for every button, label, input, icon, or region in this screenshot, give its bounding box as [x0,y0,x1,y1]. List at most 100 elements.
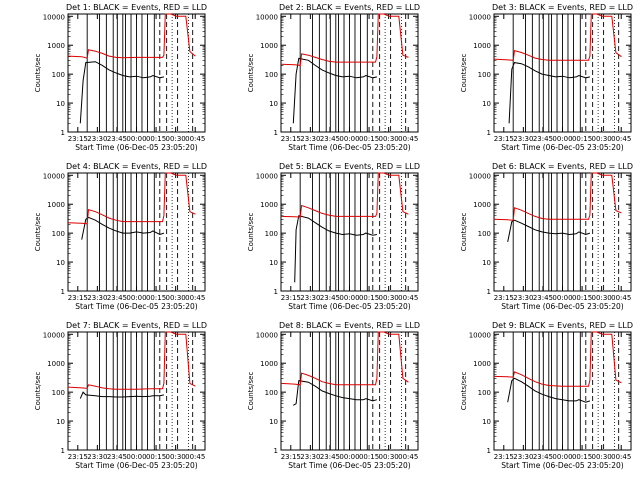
panel-title: Det 7: BLACK = Events, RED = LLD [66,321,207,330]
x-tick-label: 00:00 [552,453,572,461]
x-tick-label: 00:15 [572,453,592,461]
x-tick-label: 00:15 [572,135,592,143]
y-tick-label: 10 [56,259,65,267]
x-tick-label: 23:15 [68,453,88,461]
x-tick-label: 00:15 [572,294,592,302]
x-tick-label: 23:45 [533,294,553,302]
x-tick-label: 23:15 [68,294,88,302]
x-tick-label: 00:00 [552,294,572,302]
x-tick-label: 23:15 [281,135,301,143]
series-line-lld [280,331,409,386]
y-tick-label: 100 [52,230,65,238]
x-tick-label: 00:15 [359,294,379,302]
x-tick-label: 00:00 [339,135,359,143]
y-tick-label: 1000 [473,360,491,368]
series-line-lld [280,13,409,66]
x-tick-label: 00:45 [185,135,205,143]
panel-title: Det 6: BLACK = Events, RED = LLD [492,162,633,171]
series-line-events [79,61,165,124]
x-tick-label: 00:45 [611,294,631,302]
panel-title: Det 1: BLACK = Events, RED = LLD [66,3,207,12]
series-line-lld [493,172,622,221]
x-tick-label: 23:30 [87,135,107,143]
x-tick-label: 00:00 [126,135,146,143]
y-tick-label: 1000 [47,42,65,50]
x-tick-label: 00:45 [611,135,631,143]
series-line-lld [67,331,196,390]
detector-panel-6: Det 6: BLACK = Events, RED = LLD 1 10 100 10… [460,162,633,311]
x-tick-label: 23:45 [107,453,127,461]
x-tick-label: 00:45 [398,453,418,461]
y-tick-label: 10 [482,100,491,108]
x-tick-label: 23:15 [281,294,301,302]
detector-panel-9: Det 9: BLACK = Events, RED = LLD 1 10 100 10… [460,321,633,470]
x-tick-label: 00:15 [359,453,379,461]
series-line-lld [493,13,622,61]
x-axis-label: Start Time (06-Dec-05 23:05:20) [501,302,623,311]
y-tick-label: 10 [56,418,65,426]
x-tick-label: 00:00 [126,453,146,461]
series-line-events [294,215,377,283]
panel-title: Det 8: BLACK = Events, RED = LLD [279,321,420,330]
y-tick-label: 100 [478,230,491,238]
x-axis-label: Start Time (06-Dec-05 23:05:20) [75,143,197,152]
x-tick-label: 00:45 [185,294,205,302]
x-tick-label: 00:00 [552,135,572,143]
y-axis-label: Counts/sec [460,213,468,252]
y-tick-label: 10 [482,418,491,426]
x-tick-label: 00:30 [379,453,399,461]
y-axis-label: Counts/sec [34,372,42,411]
x-tick-label: 23:45 [320,135,340,143]
x-tick-label: 00:30 [592,453,612,461]
y-axis-label: Counts/sec [34,213,42,252]
series-line-lld [493,331,622,387]
x-tick-label: 23:30 [513,453,533,461]
x-axis-label: Start Time (06-Dec-05 23:05:20) [75,302,197,311]
panel-title: Det 2: BLACK = Events, RED = LLD [279,3,420,12]
panel-title: Det 4: BLACK = Events, RED = LLD [66,162,207,171]
y-tick-label: 10000 [469,331,491,339]
series-line-events [292,57,378,124]
x-tick-label: 00:00 [126,294,146,302]
y-tick-label: 1 [487,288,491,296]
x-tick-label: 00:45 [398,294,418,302]
y-tick-label: 1000 [47,360,65,368]
y-axis-label: Counts/sec [247,213,255,252]
y-axis-label: Counts/sec [247,54,255,93]
x-tick-label: 23:30 [513,294,533,302]
x-axis-label: Start Time (06-Dec-05 23:05:20) [288,302,410,311]
x-axis-label: Start Time (06-Dec-05 23:05:20) [75,461,197,470]
series-line-events [508,62,591,124]
y-tick-label: 10000 [469,172,491,180]
x-tick-label: 23:30 [87,453,107,461]
panel-title: Det 5: BLACK = Events, RED = LLD [279,162,420,171]
x-tick-label: 00:15 [359,135,379,143]
y-axis-label: Counts/sec [460,54,468,93]
series-line-events [81,216,165,240]
series-line-lld [67,172,196,225]
y-axis-label: Counts/sec [460,372,468,411]
detector-panel-7: Det 7: BLACK = Events, RED = LLD 1 10 100 10… [34,321,207,470]
x-tick-label: 23:45 [320,294,340,302]
y-tick-label: 1000 [47,201,65,209]
y-tick-label: 100 [265,230,278,238]
x-tick-label: 23:15 [68,135,88,143]
x-axis-label: Start Time (06-Dec-05 23:05:20) [501,143,623,152]
x-tick-label: 00:30 [592,135,612,143]
x-tick-label: 00:30 [379,294,399,302]
x-tick-label: 23:30 [513,135,533,143]
y-tick-label: 10000 [43,331,65,339]
y-tick-label: 1 [61,447,65,455]
x-tick-label: 00:45 [611,453,631,461]
x-tick-label: 23:30 [300,453,320,461]
x-tick-label: 23:30 [300,294,320,302]
x-tick-label: 23:15 [494,453,514,461]
detector-panel-1: Det 1: BLACK = Events, RED = LLD 1 10 100 10… [34,3,207,152]
x-tick-label: 00:45 [185,453,205,461]
x-tick-label: 00:30 [379,135,399,143]
series-line-lld [280,172,409,218]
panel-title: Det 9: BLACK = Events, RED = LLD [492,321,633,330]
y-tick-label: 10000 [43,172,65,180]
y-tick-label: 10 [269,100,278,108]
